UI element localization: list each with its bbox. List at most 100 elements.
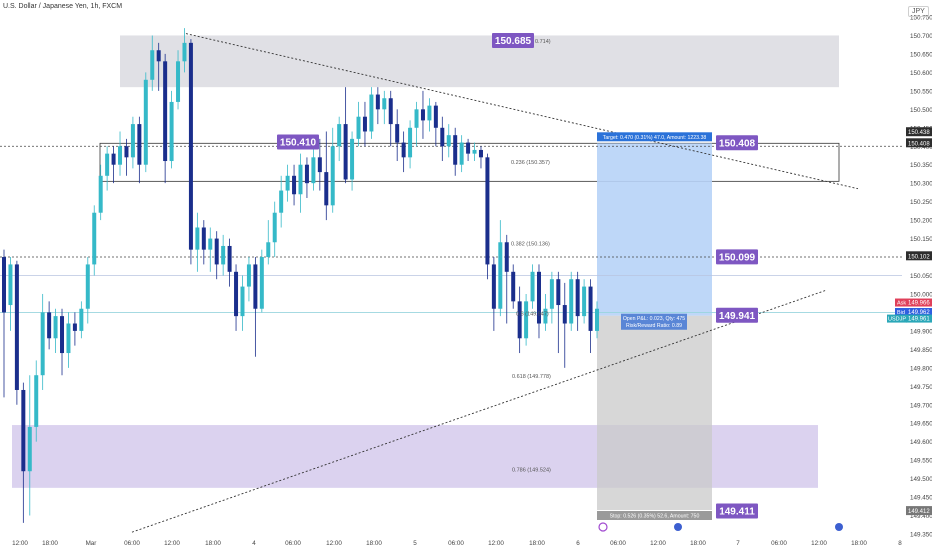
- candles-layer: [2, 28, 599, 523]
- candle-body: [105, 153, 110, 176]
- level-label-text: 150.099: [719, 252, 756, 263]
- level-label-box: [716, 135, 758, 151]
- price-tag-stop: 149.412: [908, 509, 930, 515]
- fib-level-label: 0.786 (149.524): [512, 468, 551, 474]
- ask-tag-box: [895, 298, 932, 307]
- x-tick-label: 18:00: [690, 540, 706, 547]
- y-tick-label: 150.700: [910, 33, 932, 40]
- flag-us-icon: [674, 523, 682, 531]
- price-axis-layer: 150.750 150.700 150.650 150.600 150.550 150.5…: [12, 15, 932, 547]
- target-zone: [597, 143, 712, 316]
- level-label-box: [716, 249, 758, 265]
- candle-body: [66, 323, 71, 354]
- y-tick-label: 149.450: [910, 495, 932, 502]
- candle-body: [279, 190, 284, 213]
- candle-body: [408, 127, 413, 158]
- x-tick-label: 12:00: [12, 540, 28, 547]
- candle-body: [414, 109, 419, 128]
- candle-body: [530, 271, 535, 302]
- y-tick-label: 150.300: [910, 181, 932, 188]
- price-tag-target: 150.408: [908, 141, 930, 147]
- candle-body: [2, 257, 6, 313]
- y-tick-label: 149.550: [910, 458, 932, 465]
- candle-body: [14, 264, 19, 390]
- y-tick-label: 150.000: [910, 291, 932, 298]
- candle-body: [356, 116, 361, 139]
- candle-body: [163, 61, 168, 162]
- level-label-text: 150.408: [719, 138, 756, 149]
- candle-body: [234, 271, 239, 317]
- level-note: 0.714): [535, 39, 551, 45]
- target-tag-text: Target: 0.470 (0.31%) 47.0, Amount: 1223…: [603, 135, 707, 141]
- candle-body: [362, 116, 367, 132]
- x-tick-label: 4: [252, 540, 256, 547]
- candle-body: [350, 138, 355, 180]
- candle-body: [382, 98, 387, 110]
- candle-body: [504, 242, 509, 272]
- level-label-box: [716, 503, 758, 519]
- fib-level-label: 0.382 (150.136): [511, 242, 550, 248]
- y-tick-label: 150.350: [910, 162, 932, 169]
- candle-body: [511, 271, 516, 302]
- candle-body: [491, 264, 496, 309]
- bid-tag-box: [895, 307, 932, 316]
- y-tick-label: 149.650: [910, 421, 932, 428]
- level-label-box: [277, 134, 319, 150]
- chart-title: U.S. Dollar / Japanese Yen, 1h, FXCM: [3, 3, 123, 10]
- y-tick-label: 149.600: [910, 439, 932, 446]
- y-tick-label: 150.750: [910, 15, 932, 22]
- x-tick-label: 18:00: [851, 540, 867, 547]
- price-tag-target-box: [906, 138, 932, 148]
- level-label-box: [716, 307, 758, 323]
- candle-body: [575, 279, 580, 317]
- candle-body: [433, 105, 438, 128]
- candle-body: [150, 50, 155, 80]
- currency-button[interactable]: JPY: [908, 6, 929, 17]
- candle-body: [118, 146, 123, 165]
- candle-body: [453, 135, 458, 165]
- y-tick-label: 149.400: [910, 513, 932, 520]
- y-tick-label: 150.550: [910, 88, 932, 95]
- y-tick-label: 150.650: [910, 51, 932, 58]
- price-tag-level: 150.438: [908, 130, 930, 136]
- candle-body: [201, 227, 206, 250]
- x-tick-label: 06:00: [771, 540, 787, 547]
- candle-body: [330, 146, 335, 206]
- x-tick-label: 12:00: [811, 540, 827, 547]
- candle-body: [227, 245, 232, 272]
- candle-body: [124, 146, 129, 158]
- level-label-text: 150.685: [495, 36, 532, 47]
- level-label-text: 149.941: [719, 311, 756, 322]
- candle-body: [60, 316, 65, 354]
- y-tick-label: 150.050: [910, 273, 932, 280]
- bid-label: Bid: [897, 310, 905, 316]
- ask-value: 149.966: [908, 301, 930, 307]
- candle-body: [543, 308, 548, 324]
- target-tag-box: [597, 132, 712, 142]
- y-tick-label: 150.250: [910, 199, 932, 206]
- candle-body: [259, 257, 264, 309]
- candle-body: [79, 308, 84, 331]
- candle-body: [427, 105, 432, 121]
- candle-body: [27, 426, 32, 472]
- lines-layer: [131, 33, 859, 533]
- candle-body: [292, 175, 297, 195]
- y-tick-label: 150.500: [910, 107, 932, 114]
- event-icon: [598, 522, 608, 532]
- x-tick-label: 18:00: [529, 540, 545, 547]
- x-tick-label: 6: [576, 540, 580, 547]
- y-tick-label: 149.750: [910, 384, 932, 391]
- candle-body: [549, 279, 554, 309]
- price-tag-line: 150.102: [908, 254, 930, 260]
- ask-label: Ask: [897, 301, 906, 307]
- x-tick-label: 06:00: [285, 540, 301, 547]
- level-label-box: [492, 33, 534, 49]
- candle-body: [304, 164, 309, 184]
- x-tick-label: 18:00: [205, 540, 221, 547]
- candle-body: [395, 124, 400, 143]
- fib-level-label: 0.236 (150.357): [511, 160, 550, 166]
- x-tick-label: 12:00: [650, 540, 666, 547]
- fib-level-label: 0.618 (149.778): [512, 374, 551, 380]
- candle-body: [498, 242, 503, 309]
